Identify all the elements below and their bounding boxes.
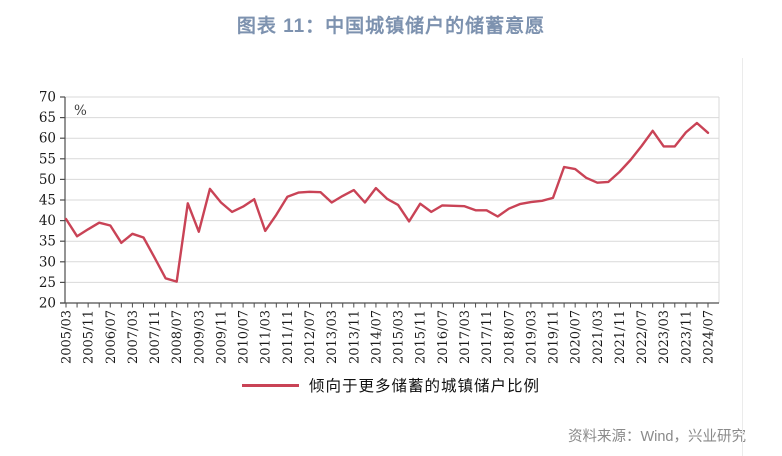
page-edge-divider — [742, 58, 743, 456]
legend-line-swatch — [241, 383, 299, 387]
x-tick-label: 2008/07 — [170, 310, 185, 364]
x-tick-label: 2005/11 — [82, 310, 97, 364]
x-tick-label: 2011/03 — [259, 310, 274, 364]
x-tick-label: 2018/07 — [502, 310, 517, 364]
x-tick-label: 2013/03 — [325, 310, 340, 364]
x-tick-label: 2009/03 — [192, 310, 207, 364]
y-tick-label: 60 — [39, 131, 56, 147]
x-tick-label: 2011/11 — [281, 310, 296, 364]
y-tick-label: 55 — [39, 151, 56, 167]
x-tick-label: 2015/03 — [392, 310, 407, 364]
x-tick-label: 2022/07 — [635, 310, 650, 364]
x-tick-label: 2024/07 — [702, 310, 717, 364]
x-tick-label: 2007/11 — [148, 310, 163, 364]
x-tick-label: 2013/11 — [347, 310, 362, 364]
y-tick-label: 45 — [39, 193, 56, 209]
legend: 倾向于更多储蓄的城镇储户比例 — [0, 374, 782, 396]
x-tick-label: 2021/03 — [591, 310, 606, 364]
legend-label: 倾向于更多储蓄的城镇储户比例 — [308, 378, 540, 395]
y-unit-label: % — [74, 103, 87, 119]
source-note: 资料来源：Wind，兴业研究 — [567, 429, 746, 445]
y-tick-label: 70 — [39, 90, 56, 106]
x-tick-label: 2005/03 — [60, 310, 75, 364]
axes: 20 25 30 35 40 45 50 55 60 65 70 — [39, 90, 719, 312]
x-tick-label: 2014/07 — [369, 310, 384, 364]
x-tick-label: 2009/11 — [214, 310, 229, 364]
x-tick-label: 2010/07 — [237, 310, 252, 364]
x-tick-label: 2015/11 — [414, 310, 429, 364]
y-tick-label: 40 — [39, 213, 56, 229]
y-tick-label: 35 — [39, 234, 56, 250]
x-tick-label: 2006/07 — [104, 310, 119, 364]
x-tick-label: 2021/11 — [613, 310, 628, 364]
y-tick-label: 50 — [39, 172, 56, 188]
x-tick-label: 2017/11 — [480, 310, 495, 364]
y-tick-label: 65 — [39, 110, 56, 126]
x-tick-label: 2023/11 — [679, 310, 694, 364]
gridlines — [65, 96, 720, 303]
y-tick-label: 30 — [39, 254, 56, 270]
x-tick-label: 2020/07 — [569, 310, 584, 364]
x-tick-label: 2019/03 — [524, 310, 539, 364]
x-tick-label: 2023/03 — [657, 310, 672, 364]
y-tick-label: 20 — [39, 296, 56, 312]
x-tick-label: 2019/11 — [547, 310, 562, 364]
x-tick-labels: 2005/03 2005/11 2006/07 2007/03 2007/11 2008/… — [60, 310, 717, 364]
x-tick-label: 2016/07 — [436, 310, 451, 364]
series-line — [64, 121, 710, 283]
x-tick-label: 2007/03 — [126, 310, 141, 364]
x-tick-label: 2017/03 — [458, 310, 473, 364]
x-tick-label: 2012/07 — [303, 310, 318, 364]
page-title: 图表 11：中国城镇储户的储蓄意愿 — [236, 16, 546, 37]
y-tick-label: 25 — [39, 275, 56, 291]
